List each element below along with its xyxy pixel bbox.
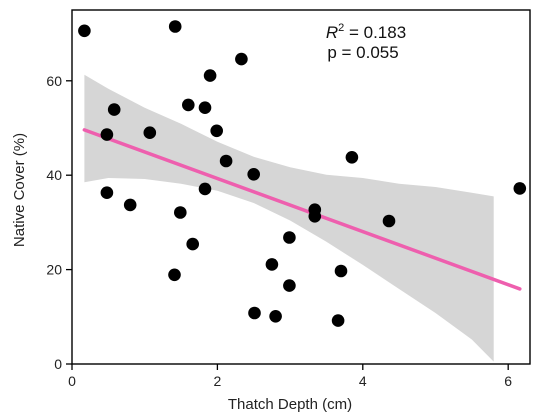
data-point [174, 206, 187, 219]
y-axis-title: Native Cover (%) [11, 133, 28, 247]
r-squared-annotation: R2 = 0.183 [326, 22, 406, 42]
y-axis-ticks: 0 20 40 60 [46, 73, 72, 372]
r-squared-value: = 0.183 [344, 23, 406, 42]
data-point [331, 314, 345, 327]
data-point [198, 182, 212, 196]
data-point [283, 279, 296, 292]
fit-line-layer [82, 128, 522, 291]
r-squared-superscript: 2 [338, 22, 344, 34]
data-point [182, 98, 195, 112]
data-point [78, 24, 91, 38]
data-point [107, 103, 121, 116]
y-tick-label: 60 [46, 73, 62, 89]
data-point [265, 258, 279, 271]
x-tick-label: 2 [213, 373, 221, 389]
data-point [235, 52, 248, 66]
data-point [186, 237, 199, 251]
data-point [269, 310, 282, 323]
data-point [123, 198, 137, 212]
p-value-annotation: p = 0.055 [327, 43, 398, 62]
x-tick-label: 0 [68, 373, 76, 389]
plot-frame [71, 9, 531, 365]
x-tick-label: 6 [504, 373, 512, 389]
data-point [513, 182, 527, 195]
data-point [283, 231, 296, 244]
data-point [100, 186, 114, 199]
data-point [198, 101, 212, 114]
r-squared-symbol: R [326, 23, 338, 42]
data-point [248, 306, 261, 320]
y-tick-label: 0 [54, 356, 62, 372]
data-point [168, 20, 182, 33]
x-axis-ticks: 0 2 4 6 [68, 364, 512, 389]
points-layer [78, 20, 527, 327]
x-axis-title: Thatch Depth (cm) [228, 396, 352, 413]
regression-line [82, 128, 522, 291]
data-point [247, 168, 260, 181]
y-tick-label: 40 [46, 167, 62, 183]
y-tick-label: 20 [46, 262, 62, 278]
data-point [168, 268, 181, 282]
data-point [143, 126, 157, 139]
data-point [100, 128, 114, 141]
data-point [334, 264, 348, 278]
confidence-band-layer [84, 74, 494, 362]
data-point [308, 210, 322, 223]
data-point [219, 154, 233, 168]
data-point [210, 124, 223, 138]
data-point [203, 69, 217, 82]
x-tick-label: 4 [359, 373, 367, 389]
data-point [345, 151, 359, 164]
confidence-band [84, 74, 494, 362]
data-point [382, 214, 396, 228]
